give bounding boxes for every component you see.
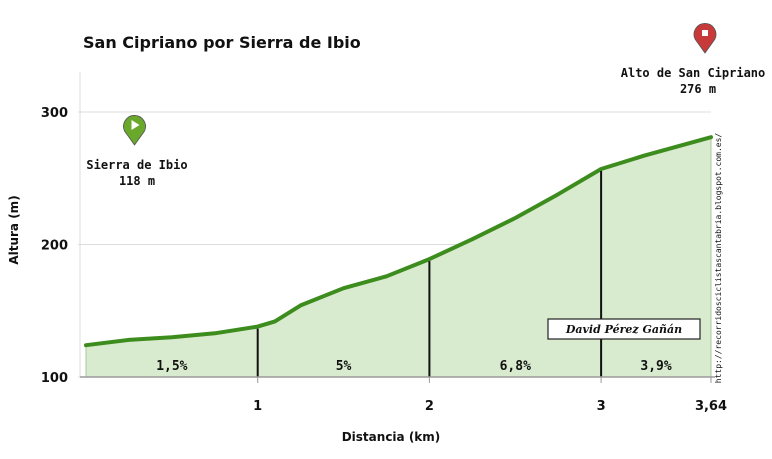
author-credit-box: David Pérez Gañán (547, 318, 701, 340)
marker-altitude: 118 m (119, 174, 155, 188)
y-ticks: 100 200 300 (41, 106, 68, 386)
x-tick-label-3,64: 3,64 (695, 399, 727, 414)
play-triangle-icon (131, 120, 140, 130)
y-tick-label-100: 100 (41, 371, 68, 386)
y-tick-label-200: 200 (41, 239, 68, 254)
chart-title: San Cipriano por Sierra de Ibio (83, 33, 361, 52)
start-pin-icon (123, 115, 146, 146)
marker-name: Alto de San Cipriano (621, 66, 766, 80)
x-ticks: 1 2 3 3,64 (253, 377, 727, 414)
grade-label: 5% (336, 359, 352, 374)
marker-altitude: 276 m (680, 82, 716, 96)
grade-label: 6,8% (500, 359, 531, 374)
marker-name: Sierra de Ibio (86, 158, 187, 172)
end-pin-icon (693, 23, 717, 54)
grade-label: 1,5% (156, 359, 187, 374)
route-markers: Sierra de Ibio 118 m Alto de San Cipriano 2… (86, 23, 765, 188)
start-marker: Sierra de Ibio 118 m (86, 115, 188, 188)
stop-square-icon (702, 30, 708, 36)
segment-dividers (256, 170, 603, 377)
elevation-area (85, 136, 712, 378)
grade-labels: 1,5% 5% 6,8% 3,9% (156, 359, 672, 374)
end-marker: Alto de San Cipriano 276 m (621, 23, 766, 96)
x-tick-label-3: 3 (597, 399, 606, 414)
source-url: http://recorridosciclistascantabria.blog… (714, 133, 723, 384)
y-axis-label: Altura (m) (7, 195, 21, 264)
author-credit: David Pérez Gañán (565, 323, 682, 336)
y-tick-label-300: 300 (41, 106, 68, 121)
x-tick-label-2: 2 (425, 399, 434, 414)
grade-label: 3,9% (640, 359, 671, 374)
x-axis-label: Distancia (km) (342, 430, 441, 444)
x-tick-label-1: 1 (253, 399, 262, 414)
elevation-line (84, 135, 713, 348)
